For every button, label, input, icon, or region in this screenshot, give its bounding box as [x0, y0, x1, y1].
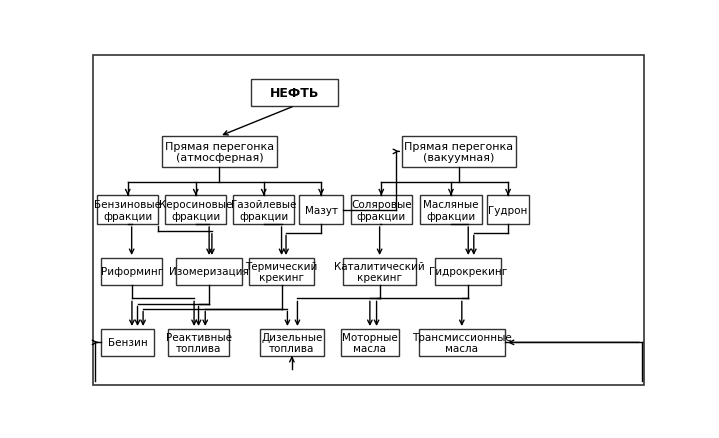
Text: Бензин: Бензин: [108, 338, 147, 348]
Text: Гидрокрекинг: Гидрокрекинг: [429, 267, 508, 277]
Text: Каталитический
крекинг: Каталитический крекинг: [334, 261, 425, 283]
Bar: [421, 196, 482, 225]
Text: Керосиновые
фракции: Керосиновые фракции: [159, 199, 232, 221]
Bar: [252, 80, 338, 106]
Text: Масляные
фракции: Масляные фракции: [423, 199, 479, 221]
Text: Изомеризация: Изомеризация: [169, 267, 249, 277]
Bar: [402, 137, 516, 167]
Bar: [176, 258, 242, 285]
Text: Дизельные
топлива: Дизельные топлива: [261, 332, 323, 353]
Text: Соляровые
фракции: Соляровые фракции: [351, 199, 411, 221]
Bar: [162, 137, 277, 167]
Bar: [487, 196, 529, 225]
Bar: [101, 258, 162, 285]
Bar: [233, 196, 294, 225]
Text: Прямая перегонка
(атмосферная): Прямая перегонка (атмосферная): [165, 141, 274, 163]
Bar: [97, 196, 158, 225]
Bar: [249, 258, 314, 285]
Text: Реактивные
топлива: Реактивные топлива: [165, 332, 232, 353]
Bar: [260, 329, 324, 356]
Bar: [101, 329, 154, 356]
Text: Газойлевые
фракции: Газойлевые фракции: [231, 199, 296, 221]
Text: Мазут: Мазут: [305, 205, 338, 215]
Text: Риформинг: Риформинг: [101, 267, 162, 277]
Text: Прямая перегонка
(вакуумная): Прямая перегонка (вакуумная): [405, 141, 513, 163]
Text: НЕФТЬ: НЕФТЬ: [270, 87, 319, 99]
Bar: [351, 196, 412, 225]
Bar: [168, 329, 229, 356]
Text: Моторные
масла: Моторные масла: [342, 332, 398, 353]
Bar: [341, 329, 399, 356]
Text: Бензиновые
фракции: Бензиновые фракции: [94, 199, 161, 221]
Bar: [436, 258, 501, 285]
Text: Гудрон: Гудрон: [488, 205, 528, 215]
Bar: [299, 196, 344, 225]
Bar: [418, 329, 505, 356]
Bar: [165, 196, 226, 225]
Bar: [344, 258, 416, 285]
Text: Трансмиссионные
масла: Трансмиссионные масла: [412, 332, 512, 353]
Text: Термический
крекинг: Термический крекинг: [245, 261, 318, 283]
